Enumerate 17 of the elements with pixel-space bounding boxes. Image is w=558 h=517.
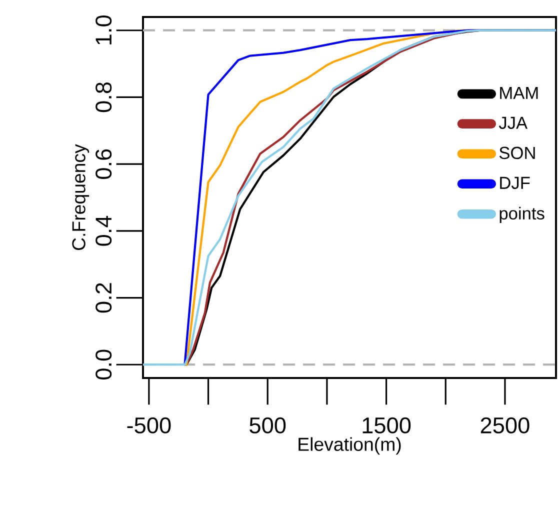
- x-tick-label: 1500: [362, 417, 411, 434]
- legend-label: points: [500, 206, 544, 223]
- y-tick-label: 0.0: [96, 350, 112, 380]
- y-axis-title: C.Frequency: [72, 144, 90, 250]
- y-tick-label: 0.2: [96, 283, 112, 313]
- x-tick-label: 500: [250, 417, 286, 434]
- legend-label: JJA: [498, 116, 528, 129]
- y-tick-label: 1.0: [96, 15, 112, 44]
- y-tick-label: 0.8: [96, 82, 112, 112]
- legend-label: DJF: [500, 176, 530, 189]
- x-tick-label: 2500: [480, 417, 530, 434]
- x-axis-title: Elevation(m): [298, 437, 401, 455]
- legend-label: MAM: [500, 86, 538, 99]
- y-tick-label: 0.6: [96, 149, 112, 179]
- y-tick-label: 0.4: [96, 216, 112, 246]
- legend-label: SON: [499, 146, 535, 160]
- x-tick-label: -500: [127, 417, 171, 434]
